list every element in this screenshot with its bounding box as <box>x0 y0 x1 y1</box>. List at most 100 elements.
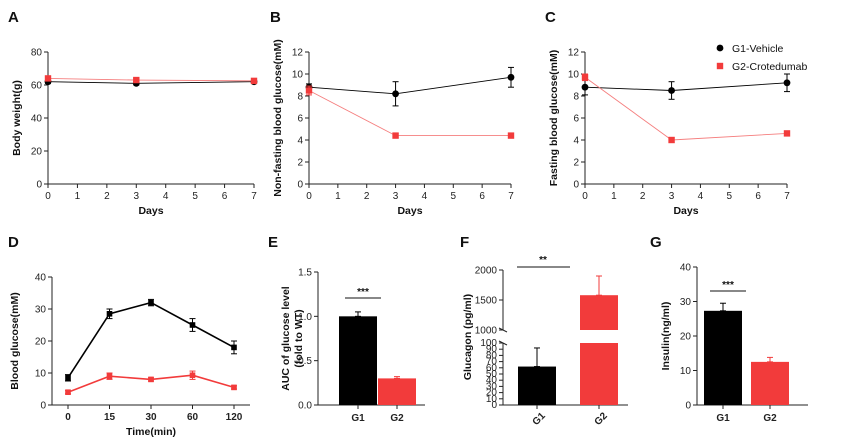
y-tick-label: 20 <box>35 337 47 348</box>
panel-label: F <box>460 234 469 251</box>
significance-marker: *** <box>357 287 369 298</box>
panel-label: E <box>268 234 278 251</box>
bar <box>580 295 618 330</box>
data-point <box>581 83 589 91</box>
data-point <box>392 132 399 139</box>
data-point <box>783 79 791 87</box>
x-tick-label: 7 <box>508 191 514 202</box>
x-tick-label: 6 <box>222 191 228 202</box>
data-point <box>507 73 515 81</box>
x-tick-label: 4 <box>698 191 704 202</box>
panel-label: G <box>650 234 662 251</box>
y-tick-label: 60 <box>31 81 43 92</box>
x-tick-label: 5 <box>192 191 198 202</box>
data-point <box>668 87 675 94</box>
x-tick-label: 0 <box>45 191 51 202</box>
y-tick-label: 6 <box>297 114 303 125</box>
y-tick-label: 1500 <box>475 296 498 307</box>
bar <box>518 366 556 405</box>
x-tick-label: 0 <box>582 191 588 202</box>
x-tick-label: 3 <box>393 191 399 202</box>
y-axis-title: (fold to WT) <box>293 309 305 367</box>
y-tick-label: 12 <box>292 48 304 59</box>
legend-marker <box>716 62 724 70</box>
y-tick-label: 10 <box>486 394 498 405</box>
bar <box>704 310 742 405</box>
data-point <box>189 372 196 379</box>
data-point <box>44 75 52 82</box>
data-point <box>133 76 140 84</box>
x-tick-label: 1 <box>335 191 341 202</box>
significance-marker: *** <box>722 280 734 291</box>
y-tick-label: 4 <box>573 136 579 147</box>
x-tick-label: 2 <box>104 191 110 202</box>
y-tick-label: 80 <box>31 48 43 59</box>
panel-label: A <box>8 9 19 26</box>
y-axis-title: Non-fasting blood glucose(mM) <box>272 39 284 197</box>
data-point <box>250 77 258 85</box>
y-tick-label: 0 <box>36 180 42 191</box>
x-tick-label: 5 <box>451 191 457 202</box>
y-tick-label: 40 <box>680 263 692 274</box>
y-tick-label: 0 <box>40 401 46 412</box>
data-point <box>106 311 113 317</box>
series-line <box>584 76 788 141</box>
y-tick-label: 50 <box>486 369 498 380</box>
data-point <box>668 136 675 144</box>
series-line <box>67 301 235 379</box>
y-tick-label: 10 <box>680 366 692 377</box>
y-tick-label: 1000 <box>475 326 498 337</box>
series-line <box>47 77 255 82</box>
x-tick-label: G2 <box>390 413 404 424</box>
data-point <box>65 375 71 381</box>
data-point <box>231 384 237 391</box>
y-tick-label: 2000 <box>475 266 498 277</box>
y-axis-title: Blood glucose(mM) <box>9 292 21 389</box>
x-tick-label: 1 <box>75 191 81 202</box>
panel-label: B <box>270 9 281 26</box>
x-axis-title: Days <box>138 205 163 217</box>
x-tick-label: G1 <box>531 410 549 428</box>
y-axis-title: Body weight(g) <box>11 80 23 156</box>
y-tick-label: 10 <box>292 70 304 81</box>
y-tick-label: 0.5 <box>298 356 312 367</box>
y-tick-label: 20 <box>680 332 692 343</box>
x-tick-label: G2 <box>593 410 611 428</box>
y-axis-title: Insulin(ng/ml) <box>660 302 672 371</box>
bar <box>339 316 377 405</box>
y-tick-label: 10 <box>35 369 47 380</box>
y-tick-label: 60 <box>486 363 498 374</box>
y-tick-label: 20 <box>486 388 498 399</box>
y-tick-label: 0 <box>573 180 579 191</box>
data-point <box>106 373 113 379</box>
data-point <box>189 322 196 328</box>
y-tick-label: 2 <box>297 158 303 169</box>
series-line <box>47 81 255 84</box>
x-axis-title: Days <box>673 205 698 217</box>
x-tick-label: 120 <box>226 412 243 423</box>
panel-label: C <box>545 9 556 26</box>
data-point <box>305 87 313 94</box>
x-tick-label: 7 <box>251 191 257 202</box>
x-tick-label: 1 <box>611 191 617 202</box>
data-point <box>231 344 237 351</box>
y-tick-label: 70 <box>486 357 498 368</box>
x-tick-label: 3 <box>669 191 675 202</box>
y-tick-label: 8 <box>573 92 579 103</box>
y-tick-label: 20 <box>31 147 43 158</box>
x-tick-label: 15 <box>104 412 116 423</box>
x-tick-label: 6 <box>755 191 761 202</box>
x-tick-label: 30 <box>145 412 157 423</box>
y-tick-label: 8 <box>297 92 303 103</box>
data-point <box>783 130 791 137</box>
significance-marker: ** <box>539 255 547 266</box>
y-tick-label: 6 <box>573 114 579 125</box>
legend-marker <box>716 44 724 52</box>
y-tick-label: 40 <box>31 114 43 125</box>
y-tick-label: 0 <box>297 180 303 191</box>
y-tick-label: 0 <box>491 400 497 411</box>
bar <box>751 361 789 405</box>
bar <box>378 378 416 405</box>
y-tick-label: 100 <box>480 338 497 349</box>
